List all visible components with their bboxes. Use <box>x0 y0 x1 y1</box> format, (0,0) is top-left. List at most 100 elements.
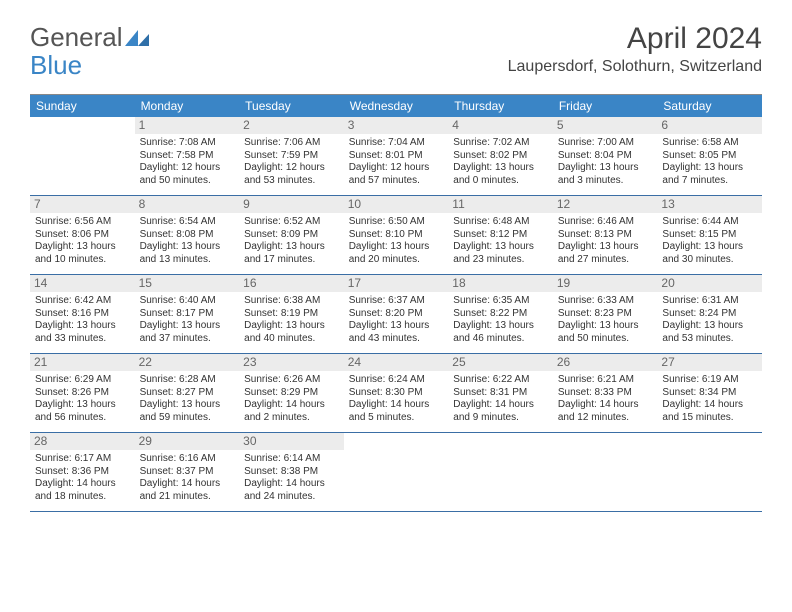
sunset-line: Sunset: 8:22 PM <box>453 308 548 321</box>
sunset-line: Sunset: 8:13 PM <box>558 229 653 242</box>
sunset-line: Sunset: 8:31 PM <box>453 387 548 400</box>
sunset-line: Sunset: 8:20 PM <box>349 308 444 321</box>
day-number: 29 <box>135 433 240 450</box>
daylight-line-2: and 43 minutes. <box>349 333 444 346</box>
day-number: 24 <box>344 354 449 371</box>
daylight-line-2: and 50 minutes. <box>558 333 653 346</box>
sunset-line: Sunset: 8:36 PM <box>35 466 130 479</box>
sunset-line: Sunset: 8:29 PM <box>244 387 339 400</box>
weekday-header-thursday: Thursday <box>448 95 553 117</box>
day-number: 28 <box>30 433 135 450</box>
day-cell: 24Sunrise: 6:24 AMSunset: 8:30 PMDayligh… <box>344 354 449 432</box>
day-number: 25 <box>448 354 553 371</box>
day-number: 8 <box>135 196 240 213</box>
sunrise-line: Sunrise: 6:14 AM <box>244 453 339 466</box>
daylight-line-1: Daylight: 13 hours <box>244 241 339 254</box>
week-row: 7Sunrise: 6:56 AMSunset: 8:06 PMDaylight… <box>30 196 762 275</box>
sunrise-line: Sunrise: 6:46 AM <box>558 216 653 229</box>
day-cell: 4Sunrise: 7:02 AMSunset: 8:02 PMDaylight… <box>448 117 553 195</box>
sunrise-line: Sunrise: 6:21 AM <box>558 374 653 387</box>
weekday-header-tuesday: Tuesday <box>239 95 344 117</box>
daylight-line-1: Daylight: 12 hours <box>349 162 444 175</box>
sunrise-line: Sunrise: 6:54 AM <box>140 216 235 229</box>
day-cell: 8 Sunrise: 6:54 AMSunset: 8:08 PMDaylight… <box>135 196 240 274</box>
sunset-line: Sunset: 7:59 PM <box>244 150 339 163</box>
day-cell: 1Sunrise: 7:08 AMSunset: 7:58 PMDaylight… <box>135 117 240 195</box>
day-number: 27 <box>657 354 762 371</box>
daylight-line-1: Daylight: 13 hours <box>453 241 548 254</box>
sunrise-line: Sunrise: 7:04 AM <box>349 137 444 150</box>
daylight-line-2: and 9 minutes. <box>453 412 548 425</box>
daylight-line-1: Daylight: 13 hours <box>453 320 548 333</box>
sunrise-line: Sunrise: 6:52 AM <box>244 216 339 229</box>
sunset-line: Sunset: 8:09 PM <box>244 229 339 242</box>
daylight-line-2: and 27 minutes. <box>558 254 653 267</box>
sunset-line: Sunset: 8:23 PM <box>558 308 653 321</box>
sunrise-line: Sunrise: 7:06 AM <box>244 137 339 150</box>
daylight-line-2: and 30 minutes. <box>662 254 757 267</box>
day-cell: 11Sunrise: 6:48 AMSunset: 8:12 PMDayligh… <box>448 196 553 274</box>
daylight-line-1: Daylight: 14 hours <box>244 399 339 412</box>
day-cell-empty: . <box>553 433 658 511</box>
daylight-line-2: and 10 minutes. <box>35 254 130 267</box>
daylight-line-1: Daylight: 12 hours <box>140 162 235 175</box>
sunrise-line: Sunrise: 6:17 AM <box>35 453 130 466</box>
sunrise-line: Sunrise: 6:44 AM <box>662 216 757 229</box>
sunset-line: Sunset: 8:08 PM <box>140 229 235 242</box>
day-cell: 28 Sunrise: 6:17 AMSunset: 8:36 PMDayligh… <box>30 433 135 511</box>
daylight-line-2: and 0 minutes. <box>453 175 548 188</box>
sunrise-line: Sunrise: 6:58 AM <box>662 137 757 150</box>
day-cell: 21Sunrise: 6:29 AMSunset: 8:26 PMDayligh… <box>30 354 135 432</box>
day-cell: 18Sunrise: 6:35 AMSunset: 8:22 PMDayligh… <box>448 275 553 353</box>
daylight-line-2: and 59 minutes. <box>140 412 235 425</box>
day-cell: 19Sunrise: 6:33 AMSunset: 8:23 PMDayligh… <box>553 275 658 353</box>
day-number: 4 <box>448 117 553 134</box>
day-cell: 23Sunrise: 6:26 AMSunset: 8:29 PMDayligh… <box>239 354 344 432</box>
day-cell: 20Sunrise: 6:31 AMSunset: 8:24 PMDayligh… <box>657 275 762 353</box>
day-number: 30 <box>239 433 344 450</box>
week-row: 14Sunrise: 6:42 AMSunset: 8:16 PMDayligh… <box>30 275 762 354</box>
day-cell-empty: . <box>448 433 553 511</box>
day-number: 18 <box>448 275 553 292</box>
daylight-line-2: and 17 minutes. <box>244 254 339 267</box>
day-number: 19 <box>553 275 658 292</box>
weekday-header-monday: Monday <box>135 95 240 117</box>
week-row: 21Sunrise: 6:29 AMSunset: 8:26 PMDayligh… <box>30 354 762 433</box>
day-number: 21 <box>30 354 135 371</box>
day-cell: 3Sunrise: 7:04 AMSunset: 8:01 PMDaylight… <box>344 117 449 195</box>
day-number: 17 <box>344 275 449 292</box>
sunrise-line: Sunrise: 6:40 AM <box>140 295 235 308</box>
day-number: 16 <box>239 275 344 292</box>
daylight-line-2: and 53 minutes. <box>662 333 757 346</box>
daylight-line-1: Daylight: 14 hours <box>558 399 653 412</box>
day-number: 15 <box>135 275 240 292</box>
daylight-line-2: and 20 minutes. <box>349 254 444 267</box>
day-cell: 13Sunrise: 6:44 AMSunset: 8:15 PMDayligh… <box>657 196 762 274</box>
sunrise-line: Sunrise: 6:38 AM <box>244 295 339 308</box>
daylight-line-2: and 33 minutes. <box>35 333 130 346</box>
sunrise-line: Sunrise: 6:48 AM <box>453 216 548 229</box>
sunrise-line: Sunrise: 6:31 AM <box>662 295 757 308</box>
daylight-line-1: Daylight: 13 hours <box>558 320 653 333</box>
day-cell: 14Sunrise: 6:42 AMSunset: 8:16 PMDayligh… <box>30 275 135 353</box>
daylight-line-1: Daylight: 13 hours <box>349 241 444 254</box>
daylight-line-1: Daylight: 13 hours <box>140 399 235 412</box>
sunset-line: Sunset: 8:34 PM <box>662 387 757 400</box>
daylight-line-2: and 5 minutes. <box>349 412 444 425</box>
day-cell-empty: . <box>344 433 449 511</box>
day-cell-empty: . <box>30 117 135 195</box>
daylight-line-1: Daylight: 13 hours <box>140 241 235 254</box>
week-row: .1Sunrise: 7:08 AMSunset: 7:58 PMDayligh… <box>30 117 762 196</box>
day-cell: 30Sunrise: 6:14 AMSunset: 8:38 PMDayligh… <box>239 433 344 511</box>
day-cell: 17Sunrise: 6:37 AMSunset: 8:20 PMDayligh… <box>344 275 449 353</box>
daylight-line-2: and 2 minutes. <box>244 412 339 425</box>
daylight-line-1: Daylight: 14 hours <box>349 399 444 412</box>
logo-mark-icon <box>125 22 151 53</box>
day-cell: 12Sunrise: 6:46 AMSunset: 8:13 PMDayligh… <box>553 196 658 274</box>
daylight-line-2: and 57 minutes. <box>349 175 444 188</box>
day-number: 7 <box>30 196 135 213</box>
daylight-line-1: Daylight: 14 hours <box>35 478 130 491</box>
title-block: April 2024 Laupersdorf, Solothurn, Switz… <box>508 22 762 76</box>
month-title: April 2024 <box>508 22 762 56</box>
sunset-line: Sunset: 8:10 PM <box>349 229 444 242</box>
